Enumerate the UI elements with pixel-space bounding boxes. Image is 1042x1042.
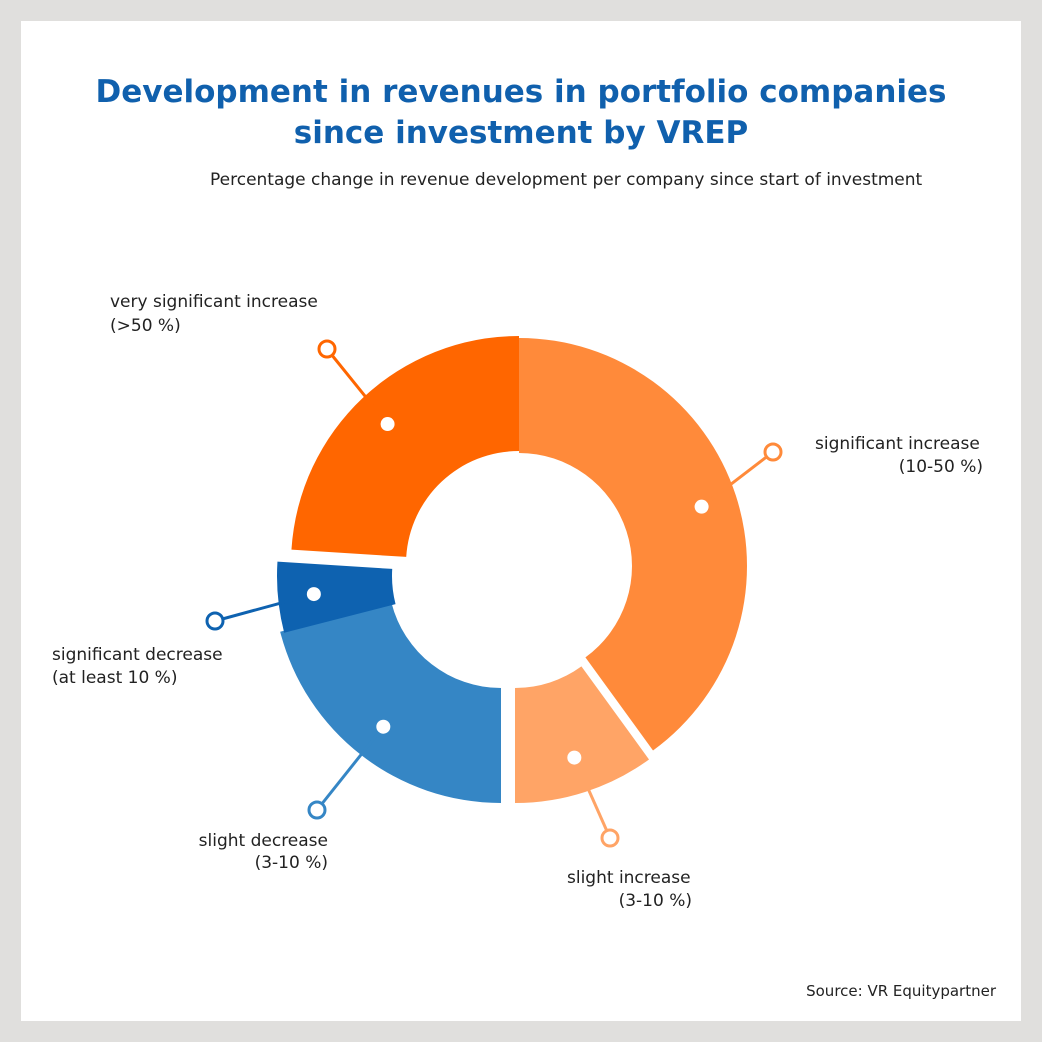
donut-slice-significant-increase — [519, 338, 747, 751]
label-significant-decrease-name: significant decrease — [52, 645, 223, 665]
label-slight-decrease-range: (3-10 %) — [255, 853, 328, 873]
chart-subtitle: Percentage change in revenue development… — [210, 170, 923, 190]
donut-slice-very-significant-increase — [291, 336, 519, 557]
donut-slice-slight-decrease — [280, 603, 501, 803]
leader-dot-significant-decrease — [306, 587, 321, 602]
label-slight-decrease-name: slight decrease — [199, 831, 328, 851]
leader-ring-slight-decrease — [307, 800, 327, 820]
leader-line-significant-decrease — [214, 592, 315, 623]
leader-line-slight-increase — [572, 756, 612, 839]
leader-dot-significant-increase — [694, 499, 709, 514]
chart-title: Development in revenues in portfolio com… — [0, 72, 1042, 154]
chart-title-line-2: since investment by VREP — [293, 115, 749, 151]
leader-line-very-significant-increase — [325, 348, 389, 425]
label-slight-increase-range: (3-10 %) — [619, 891, 692, 911]
chart-card — [21, 21, 1021, 1021]
label-very-significant-increase-range: (>50 %) — [110, 316, 181, 336]
donut-slices — [277, 336, 747, 803]
leader-line-slight-decrease — [315, 725, 385, 811]
donut-slice-slight-increase — [515, 666, 650, 803]
label-slight-increase-name: slight increase — [567, 868, 691, 888]
chart-title-line-1: Development in revenues in portfolio com… — [95, 74, 947, 110]
source-note: Source: VR Equitypartner — [806, 982, 996, 1000]
donut-slice-significant-decrease — [277, 561, 396, 633]
leader-line-significant-increase — [700, 450, 774, 508]
leader-ring-very-significant-increase — [317, 339, 337, 359]
label-significant-increase-name: significant increase — [815, 434, 980, 454]
label-significant-increase-range: (10-50 %) — [899, 457, 983, 477]
leader-dot-very-significant-increase — [380, 417, 395, 432]
label-significant-decrease-range: (at least 10 %) — [52, 668, 177, 688]
label-very-significant-increase-name: very significant increase — [110, 292, 318, 312]
leader-ring-slight-increase — [600, 828, 620, 848]
leader-ring-significant-increase — [763, 442, 783, 462]
leader-dot-slight-increase — [567, 750, 582, 765]
leader-ring-significant-decrease — [205, 611, 225, 631]
leader-lines — [205, 339, 783, 848]
leader-dot-slight-decrease — [376, 719, 391, 734]
